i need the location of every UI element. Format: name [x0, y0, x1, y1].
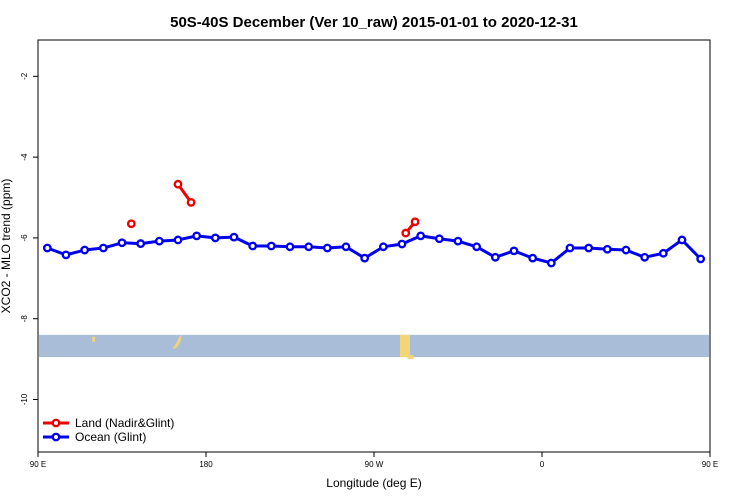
data-point [80, 245, 90, 255]
x-axis-label: Longitude (deg E) [326, 476, 421, 490]
plot-frame [37, 39, 711, 453]
data-point [360, 253, 370, 263]
data-point [453, 236, 463, 246]
legend-marker [51, 432, 61, 442]
data-point [248, 241, 258, 251]
data-point [341, 242, 351, 252]
x-tick-label: 90 W [365, 460, 384, 469]
data-point [490, 252, 500, 262]
legend-label: Land (Nadir&Glint) [75, 416, 174, 430]
data-point [528, 253, 538, 263]
y-axis-label: XCO2 - MLO trend (ppm) [0, 179, 13, 314]
data-point [658, 248, 668, 258]
map-band [39, 334, 709, 360]
data-point [397, 239, 407, 249]
x-tick-label: 180 [199, 460, 213, 469]
data-point [584, 243, 594, 253]
data-point [126, 219, 136, 229]
x-tick-label: 90 E [702, 460, 718, 469]
data-point [42, 243, 52, 253]
map-land [400, 334, 410, 358]
data-point [378, 242, 388, 252]
y-axis: -2 -4 -6 -8 -10 [20, 72, 38, 405]
data-point [509, 246, 519, 256]
data-point [210, 233, 220, 243]
chart-title: 50S-40S December (Ver 10_raw) 2015-01-01… [170, 14, 578, 31]
legend-label: Ocean (Glint) [75, 430, 146, 444]
legend-marker [51, 418, 61, 428]
data-point [186, 197, 196, 207]
data-point [98, 243, 108, 253]
data-point [401, 228, 411, 238]
data-point [565, 243, 575, 253]
y-tick-label: -6 [20, 234, 29, 242]
data-point [621, 245, 631, 255]
map-land [172, 334, 183, 350]
y-tick-label: -4 [20, 153, 29, 161]
data-point [416, 231, 426, 241]
data-point [173, 179, 183, 189]
data-point [677, 235, 687, 245]
data-point [546, 258, 556, 268]
y-tick-label: -2 [20, 72, 29, 80]
map-ocean [39, 334, 709, 358]
x-tick-label: 90 E [30, 460, 46, 469]
x-axis: 90 E 180 90 W 0 90 E [30, 452, 718, 469]
series-line [46, 234, 702, 265]
data-point [410, 217, 420, 227]
data-point [154, 236, 164, 246]
data-point [434, 234, 444, 244]
data-point [192, 231, 202, 241]
x-tick-label: 0 [540, 460, 545, 469]
data-point [229, 232, 239, 242]
data-point [136, 239, 146, 248]
data-point [117, 238, 127, 248]
data-point [61, 250, 71, 260]
y-tick-label: -10 [20, 393, 29, 405]
data-point [696, 254, 706, 264]
map-land [407, 355, 414, 360]
data-point [322, 243, 332, 253]
data-point [173, 235, 183, 245]
data-point [304, 242, 314, 252]
data-point [472, 242, 482, 252]
data-point [602, 244, 612, 254]
data-point [266, 241, 276, 251]
map-land [92, 336, 96, 342]
y-tick-label: -8 [20, 315, 29, 323]
legend: Land (Nadir&Glint)Ocean (Glint) [43, 416, 174, 444]
data-point [640, 252, 650, 262]
series-layer [42, 179, 706, 268]
data-point [285, 242, 295, 252]
